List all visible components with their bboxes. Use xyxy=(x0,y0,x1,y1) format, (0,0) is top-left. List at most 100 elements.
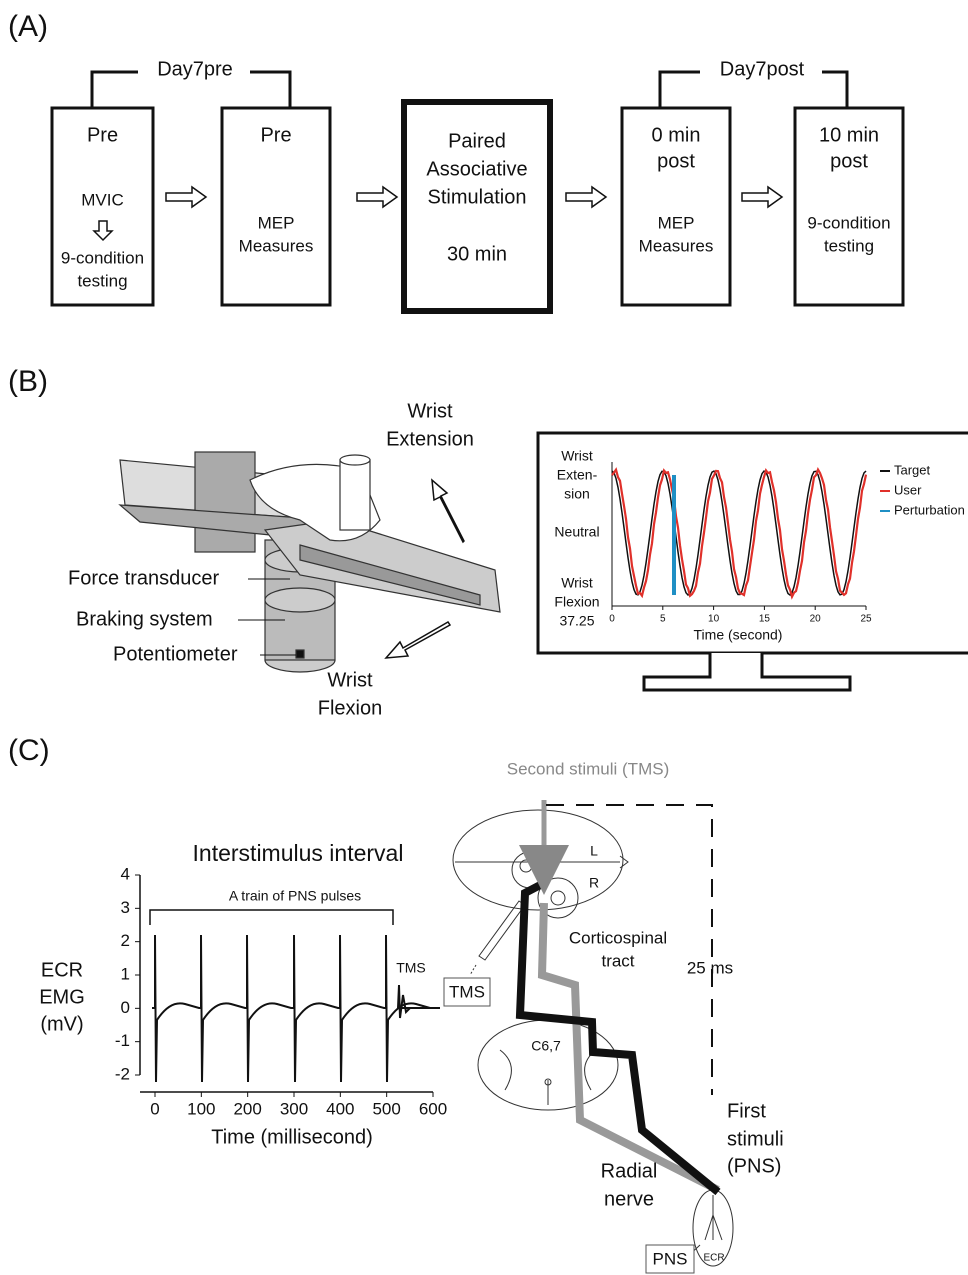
y-label: (mV) xyxy=(40,1013,83,1035)
y-tick-label: 0 xyxy=(121,998,130,1017)
tract-label: Corticospinal xyxy=(569,928,667,947)
x-label: Time (millisecond) xyxy=(211,1126,373,1148)
y-label: EMG xyxy=(39,986,85,1008)
label-box xyxy=(645,1244,695,1274)
x-tick-label: 15 xyxy=(759,614,771,625)
y-label: Exten- xyxy=(557,467,598,483)
step-item: MEP xyxy=(258,213,295,232)
flow-arrows xyxy=(92,185,784,242)
y-label: Wrist xyxy=(561,575,593,591)
panel-label: (A) xyxy=(8,10,48,43)
y-label: Neutral xyxy=(554,524,599,540)
x-tick-label: 600 xyxy=(419,1099,447,1118)
step-box xyxy=(401,99,553,314)
tms-label: TMS xyxy=(449,982,485,1001)
step-title: Stimulation xyxy=(428,186,527,208)
side-label: R xyxy=(589,875,599,891)
x-tick-label: 100 xyxy=(187,1099,215,1118)
step-title: Pre xyxy=(87,124,118,146)
leader-lines xyxy=(238,578,296,656)
x-tick-label: 25 xyxy=(860,614,872,625)
step-title: Pre xyxy=(260,124,291,146)
device-illustration xyxy=(118,451,501,673)
step-title: post xyxy=(830,150,868,172)
emg-trace xyxy=(152,934,440,1083)
stimulus-label: stimuli xyxy=(727,1128,784,1150)
x-tick-label: 300 xyxy=(280,1099,308,1118)
level-label: C6,7 xyxy=(531,1038,561,1054)
step-item: 30 min xyxy=(447,243,507,265)
x-tick-label: 0 xyxy=(150,1099,159,1118)
direction-label: Wrist xyxy=(327,669,373,691)
plot-title: Interstimulus interval xyxy=(193,840,404,866)
step-title: 10 min xyxy=(819,124,879,146)
y-label: Wrist xyxy=(561,448,593,464)
step-item: Measures xyxy=(639,236,714,255)
delay-label: 25 ms xyxy=(687,958,733,977)
step-box xyxy=(220,106,332,307)
group-label: Day7pre xyxy=(157,58,233,80)
part-label: Potentiometer xyxy=(113,643,238,665)
y-tick-label: 3 xyxy=(121,898,130,917)
pns-label: PNS xyxy=(653,1249,688,1268)
step-item: Measures xyxy=(239,236,314,255)
x-tick-label: 500 xyxy=(372,1099,400,1118)
y-label: ECR xyxy=(41,959,83,981)
user-trace xyxy=(611,467,868,600)
x-tick-label: 5 xyxy=(660,614,666,625)
panel-label: (C) xyxy=(8,734,50,767)
x-tick-label: 400 xyxy=(326,1099,354,1118)
y-tick-label: -1 xyxy=(115,1031,130,1050)
step-item: 9-condition xyxy=(61,248,144,267)
marker-label: TMS xyxy=(396,960,426,976)
y-tick-label: 1 xyxy=(121,964,130,983)
step-title: post xyxy=(657,150,695,172)
direction-arrows xyxy=(384,478,465,659)
tract-label: tract xyxy=(601,951,634,970)
y-tick-label: 2 xyxy=(121,931,130,950)
direction-label: Extension xyxy=(386,428,474,450)
stimulus-label: (PNS) xyxy=(727,1155,781,1177)
step-title: Paired xyxy=(448,130,506,152)
side-label: L xyxy=(590,843,598,859)
legend-label: Perturbation xyxy=(894,502,965,517)
stimulus-label: First xyxy=(727,1100,766,1122)
group-label: Day7post xyxy=(720,58,805,80)
y-label: sion xyxy=(564,486,590,502)
direction-label: Wrist xyxy=(407,400,453,422)
y-tick-label: -2 xyxy=(115,1064,130,1083)
step-title: Associative xyxy=(426,158,527,180)
y-tick-label: 4 xyxy=(121,864,130,883)
y-label: Flexion xyxy=(554,594,599,610)
pathways xyxy=(515,879,721,1196)
x-label: Time (second) xyxy=(694,627,783,643)
muscle-label: ECR xyxy=(703,1253,724,1264)
brackets xyxy=(90,70,849,108)
step-box xyxy=(793,106,905,307)
step-title: 0 min xyxy=(652,124,701,146)
y-label: 37.25 xyxy=(559,613,594,629)
part-label: Braking system xyxy=(76,608,213,630)
step-item: testing xyxy=(77,271,127,290)
step-item: MEP xyxy=(658,213,695,232)
x-tick-label: 10 xyxy=(708,614,720,625)
direction-label: Flexion xyxy=(318,697,382,719)
step-box xyxy=(620,106,732,307)
legend-label: User xyxy=(894,482,922,497)
nerve-label: Radial xyxy=(601,1160,658,1182)
stimulus-label: Second stimuli (TMS) xyxy=(507,759,669,778)
x-tick-label: 200 xyxy=(233,1099,261,1118)
label-box xyxy=(443,977,491,1007)
delay-line xyxy=(546,804,713,1095)
bracket xyxy=(149,909,394,925)
nerve-label: nerve xyxy=(604,1188,654,1210)
step-box xyxy=(50,106,155,307)
part-label: Force transducer xyxy=(68,567,220,589)
step-item: testing xyxy=(824,236,874,255)
legend-label: Target xyxy=(894,462,931,477)
step-item: 9-condition xyxy=(807,213,890,232)
step-item: MVIC xyxy=(81,190,124,209)
x-tick-label: 20 xyxy=(810,614,822,625)
target-trace xyxy=(611,470,867,597)
